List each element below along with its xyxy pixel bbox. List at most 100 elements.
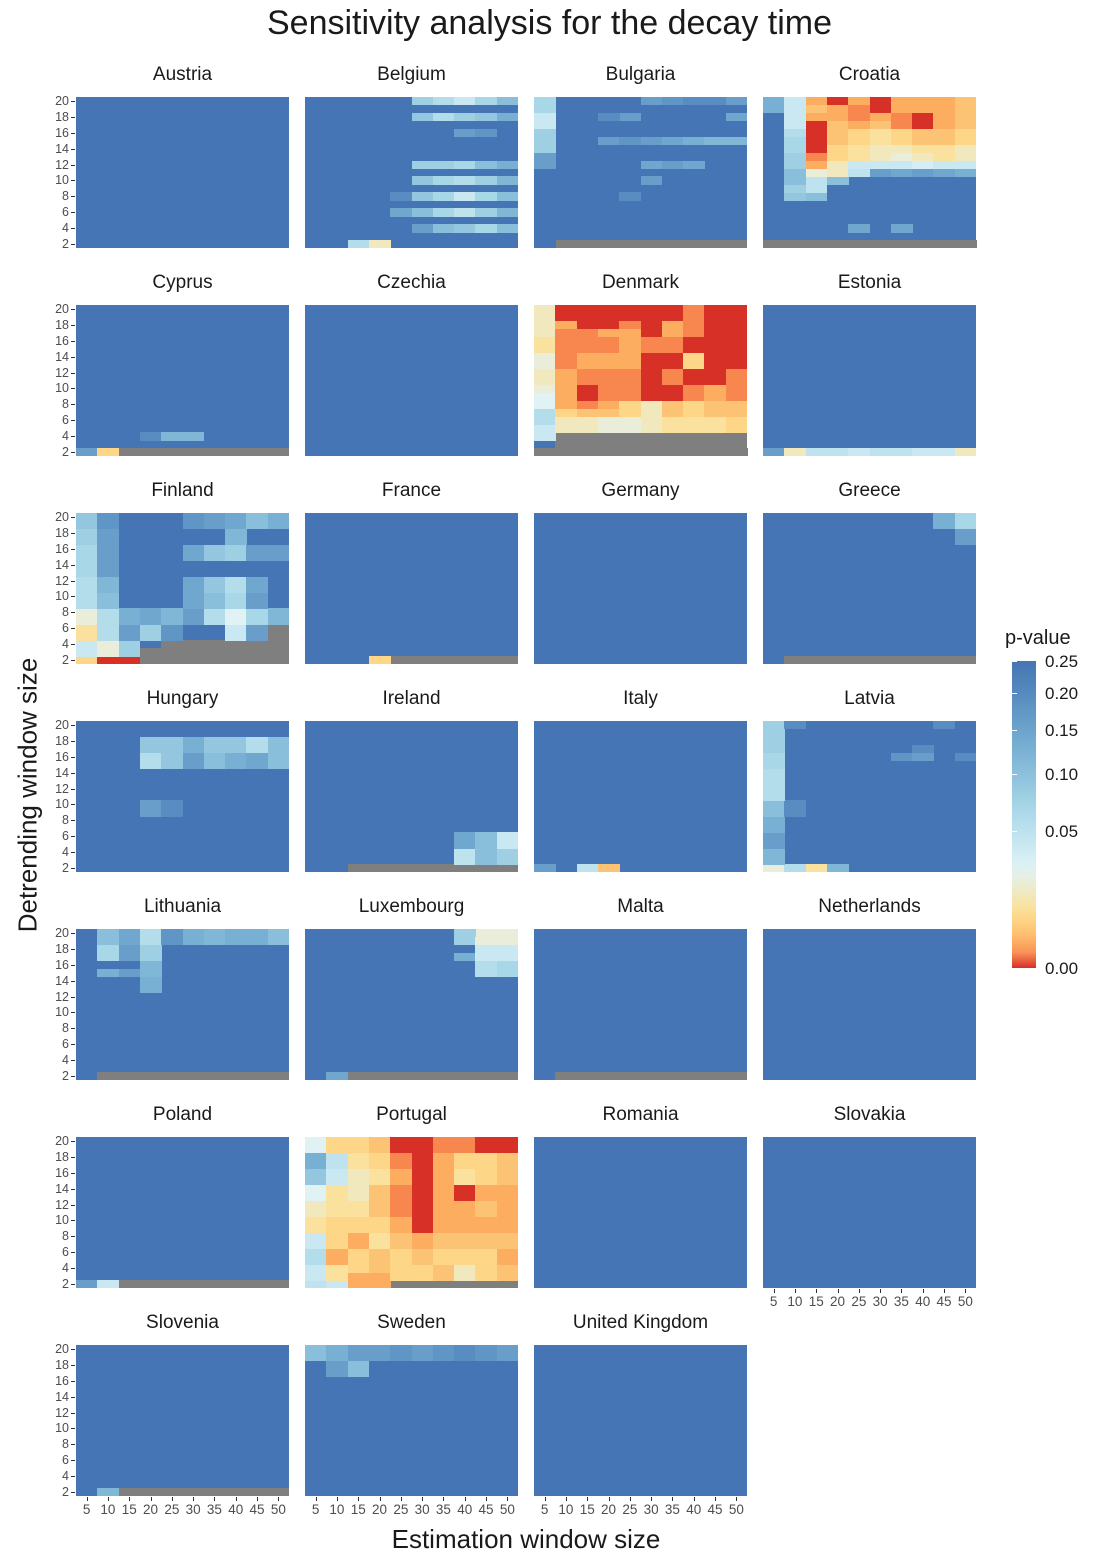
- heatmap-cell: [725, 352, 748, 362]
- heatmap-cell: [890, 97, 913, 106]
- heatmap-cell: [182, 752, 205, 762]
- heatmap-cell: [496, 160, 519, 170]
- heatmap-cell: [597, 384, 620, 393]
- heatmap-cell: [182, 929, 205, 938]
- heatmap-cell: [347, 1264, 370, 1273]
- x-tick-mark: [773, 1289, 775, 1293]
- heatmap-cell: [826, 144, 849, 154]
- heatmap-cell: [182, 616, 205, 625]
- heatmap-cell: [725, 112, 748, 122]
- heatmap-cell: [805, 176, 828, 185]
- heatmap-cell: [912, 104, 934, 114]
- facet-title: Belgium: [377, 64, 446, 85]
- heatmap-cell: [640, 392, 663, 401]
- heatmap-cell: [683, 352, 705, 362]
- heatmap-cell: [225, 608, 247, 617]
- heatmap-cell: [432, 1272, 455, 1281]
- heatmap-cell: [763, 848, 785, 857]
- heatmap-cell: [496, 176, 519, 185]
- y-tick-mark: [71, 1428, 75, 1430]
- y-tick-label: 20: [55, 925, 69, 940]
- y-tick-mark: [71, 372, 75, 374]
- x-tick-label: 50: [728, 1502, 744, 1517]
- y-tick-mark: [71, 1364, 75, 1366]
- heatmap-cell: [347, 1137, 370, 1146]
- heatmap-cell: [305, 1345, 327, 1354]
- y-tick-label: 4: [62, 1261, 69, 1276]
- y-tick-mark: [71, 964, 75, 966]
- y-tick-mark: [71, 1012, 75, 1014]
- heatmap-cell: [640, 320, 663, 330]
- heatmap-cell: [267, 544, 290, 554]
- heatmap-cell: [97, 528, 120, 538]
- y-tick-label: 16: [55, 1373, 69, 1388]
- x-tick-label: 15: [579, 1502, 595, 1517]
- heatmap-cell: [454, 1200, 476, 1210]
- heatmap-cell: [118, 936, 141, 946]
- heatmap-panel: [763, 1137, 976, 1288]
- heatmap-cell: [890, 144, 913, 154]
- heatmap-cell: [76, 448, 98, 457]
- heatmap-cell: [784, 176, 807, 185]
- y-tick-mark: [71, 308, 75, 310]
- heatmap-cell: [763, 832, 785, 841]
- heatmap-panel: [305, 305, 518, 456]
- heatmap-cell: [933, 104, 956, 114]
- heatmap-cell: [933, 136, 956, 146]
- heatmap-cell: [496, 944, 519, 954]
- heatmap-cell: [203, 736, 226, 746]
- heatmap-cell: [97, 536, 120, 546]
- heatmap-cell: [203, 929, 226, 938]
- facet-title: Germany: [601, 480, 680, 501]
- heatmap-cell: [411, 1208, 434, 1217]
- heatmap-cell: [496, 1264, 519, 1273]
- heatmap-cell: [368, 1208, 391, 1217]
- heatmap-cell: [246, 616, 269, 625]
- heatmap-cell: [661, 336, 684, 346]
- heatmap-cell: [225, 744, 247, 754]
- heatmap-cell: [496, 1208, 519, 1217]
- heatmap-cell: [954, 136, 977, 146]
- heatmap-cell: [475, 856, 498, 865]
- heatmap-cell: [390, 1216, 412, 1225]
- y-tick-mark: [71, 660, 75, 662]
- heatmap-cell: [912, 152, 934, 162]
- y-tick-label: 16: [55, 749, 69, 764]
- y-tick-label: 18: [55, 1149, 69, 1164]
- heatmap-cell: [432, 1168, 455, 1178]
- heatmap-cell: [368, 1200, 391, 1210]
- x-tick-label: 25: [851, 1294, 867, 1309]
- heatmap-cell: [475, 944, 498, 954]
- heatmap-cell: [432, 1176, 455, 1186]
- heatmap-cell: [763, 104, 785, 114]
- y-tick-label: 20: [55, 93, 69, 108]
- heatmap-cell: [368, 1280, 391, 1289]
- heatmap-cell: [76, 600, 98, 609]
- heatmap-cell: [869, 112, 892, 122]
- heatmap-cell: [390, 1208, 412, 1217]
- heatmap-cell: [496, 856, 519, 865]
- y-tick-label: 10: [55, 1421, 69, 1436]
- heatmap-cell: [305, 1280, 327, 1289]
- heatmap-cell: [496, 1248, 519, 1257]
- heatmap-cell: [326, 1072, 349, 1081]
- heatmap-cell: [555, 416, 578, 425]
- heatmap-cell: [182, 744, 205, 754]
- y-tick-label: 12: [55, 365, 69, 380]
- heatmap-cell: [661, 328, 684, 338]
- heatmap-cell: [826, 120, 849, 130]
- heatmap-cell: [704, 97, 727, 106]
- heatmap-cell: [576, 864, 599, 873]
- heatmap-cell: [454, 1248, 476, 1257]
- heatmap-cell: [432, 1256, 455, 1265]
- heatmap-cell: [97, 1280, 120, 1289]
- x-tick-mark: [858, 1289, 860, 1293]
- y-tick-label: 2: [62, 861, 69, 876]
- heatmap-cell: [640, 360, 663, 370]
- heatmap-cell: [326, 1272, 349, 1281]
- y-tick-mark: [71, 148, 75, 150]
- y-tick-mark: [71, 628, 75, 630]
- chart-title: Sensitivity analysis for the decay time: [266, 4, 833, 42]
- x-tick-mark: [965, 1289, 967, 1293]
- heatmap-cell: [118, 929, 141, 938]
